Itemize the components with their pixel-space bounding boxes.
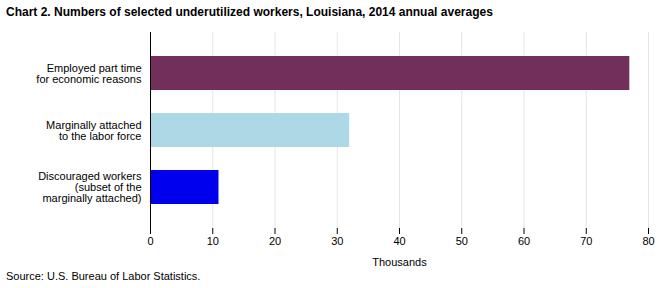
svg-text:Discouraged workers(subset of: Discouraged workers(subset of themargina…	[38, 170, 142, 204]
svg-text:20: 20	[269, 235, 281, 247]
svg-text:Employed part timefor economic: Employed part timefor economic reasons	[36, 62, 142, 85]
svg-text:30: 30	[331, 235, 343, 247]
svg-text:60: 60	[518, 235, 530, 247]
svg-text:70: 70	[580, 235, 592, 247]
svg-text:10: 10	[207, 235, 219, 247]
svg-text:Thousands: Thousands	[372, 256, 427, 268]
html-text:Source: U.S. Bureau of Labor S: Source: U.S. Bureau of Labor Statistics.	[6, 270, 201, 282]
svg-text:Marginally attachedto the labo: Marginally attachedto the labor force	[46, 119, 141, 142]
svg-text:50: 50	[456, 235, 468, 247]
svg-text:40: 40	[393, 235, 405, 247]
html-text:Chart 2. Numbers of selected u: Chart 2. Numbers of selected underutiliz…	[6, 5, 493, 19]
svg-text:80: 80	[642, 235, 654, 247]
svg-text:0: 0	[147, 235, 153, 247]
